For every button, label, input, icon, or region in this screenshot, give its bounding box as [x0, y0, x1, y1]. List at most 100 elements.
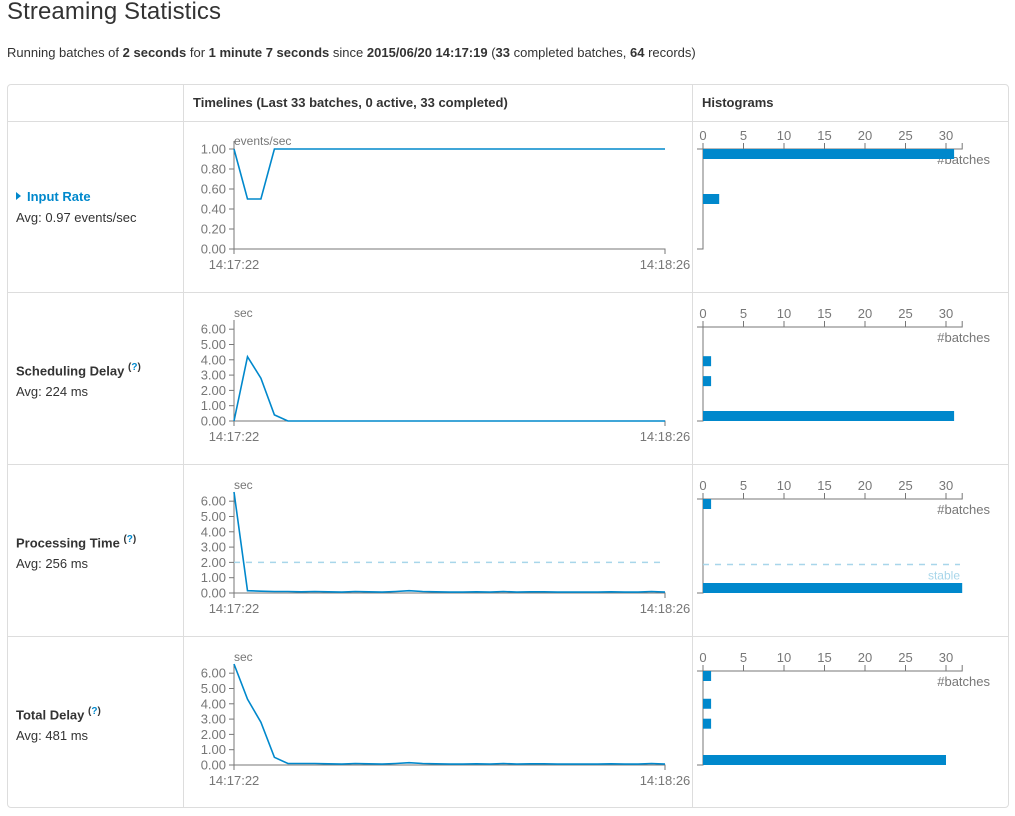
header-timelines: Timelines (Last 33 batches, 0 active, 33… [193, 95, 508, 110]
help-paren: ( [123, 534, 127, 545]
histogram-bar [703, 194, 720, 204]
row-divider [8, 121, 1008, 122]
histogram-bar [703, 149, 955, 159]
y-axis-unit-label: sec [234, 650, 253, 664]
y-tick-label: 6.00 [201, 322, 226, 337]
total-delay-timeline-chart: 0.001.002.003.004.005.006.00 sec 14:17:22 1… [201, 650, 691, 788]
row-input-rate: Input Rate Avg: 0.97 events/sec [16, 188, 136, 227]
help-paren: ) [97, 706, 101, 717]
y-tick-label: 0.00 [201, 758, 226, 773]
input-rate-toggle[interactable]: Input Rate [16, 188, 136, 206]
histogram-bar [703, 698, 712, 709]
histogram-x-axis [697, 143, 963, 150]
y-tick-label: 5.00 [201, 509, 226, 524]
histogram-bar [703, 583, 963, 593]
summary-records: records) [644, 45, 696, 60]
y-tick-label: 4.00 [201, 352, 226, 367]
y-axis-unit-label: sec [234, 478, 253, 492]
start-time: 2015/06/20 14:17:19 [366, 45, 488, 60]
histogram-bar [703, 376, 712, 387]
histogram-x-tick-label: 15 [817, 650, 831, 665]
histogram-x-tick-label: 25 [898, 306, 912, 321]
histogram-x-axis-label: #batches [937, 502, 990, 517]
histogram-x-tick-label: 10 [777, 650, 791, 665]
y-tick-label: 6.00 [201, 666, 226, 681]
y-tick-label: 5.00 [201, 681, 226, 696]
x-tick-label-start: 14:17:22 [209, 773, 260, 788]
timeline-axis [233, 492, 666, 598]
x-tick-label-start: 14:17:22 [209, 601, 260, 616]
help-tooltip-icon[interactable]: (?) [128, 362, 141, 373]
histogram-x-axis [697, 665, 963, 672]
help-question-mark: ? [126, 534, 133, 545]
y-tick-label: 0.20 [201, 222, 226, 237]
input-rate-label: Input Rate [27, 189, 91, 204]
statistics-table: Timelines (Last 33 batches, 0 active, 33… [7, 84, 1009, 808]
y-tick-label: 0.80 [201, 162, 226, 177]
completed-batches-count: 33 [495, 45, 511, 60]
total-delay-series-line [233, 663, 666, 765]
row-divider [8, 292, 1008, 293]
y-tick-label: 1.00 [201, 742, 226, 757]
help-paren: ( [88, 706, 92, 717]
y-axis-unit-label: sec [234, 306, 253, 320]
histogram-x-tick-label: 5 [740, 306, 747, 321]
y-tick-label: 3.00 [201, 368, 226, 383]
histogram-x-tick-label: 15 [817, 478, 831, 493]
histogram-x-axis [697, 321, 963, 328]
histogram-x-tick-label: 5 [740, 478, 747, 493]
histogram-bar [703, 671, 712, 681]
summary-paren: ( [487, 45, 496, 60]
summary-since: since [329, 45, 367, 60]
histogram-bar [703, 755, 946, 765]
histogram-x-axis-label: #batches [937, 330, 990, 345]
histogram-x-tick-label: 30 [939, 128, 953, 143]
summary-text: Running batches of 2 seconds for 1 minut… [7, 45, 696, 60]
histogram-x-tick-label: 0 [699, 128, 706, 143]
y-tick-label: 2.00 [201, 727, 226, 742]
y-tick-label: 0.60 [201, 182, 226, 197]
help-tooltip-icon[interactable]: (?) [123, 534, 136, 545]
y-tick-label: 0.00 [201, 242, 226, 257]
timeline-axis [233, 141, 666, 254]
summary-completed: completed batches, [510, 45, 630, 60]
histogram-x-tick-label: 30 [939, 306, 953, 321]
help-tooltip-icon[interactable]: (?) [88, 706, 101, 717]
x-tick-label-end: 14:18:26 [640, 601, 691, 616]
y-tick-label: 2.00 [201, 383, 226, 398]
row-processing-time: Processing Time (?) Avg: 256 ms [16, 531, 136, 573]
y-tick-label: 3.00 [201, 540, 226, 555]
stable-label: stable [928, 569, 960, 583]
total-delay-histogram-chart: 0 5 10 15 20 25 30 #batches [697, 650, 990, 766]
help-paren: ) [137, 362, 141, 373]
histogram-x-tick-label: 20 [858, 650, 872, 665]
histogram-bar [703, 411, 955, 421]
help-question-mark: ? [131, 362, 138, 373]
histogram-x-axis [697, 493, 963, 500]
histogram-x-tick-label: 25 [898, 128, 912, 143]
row-divider [8, 636, 1008, 637]
histogram-bar [703, 356, 712, 367]
histogram-x-tick-label: 25 [898, 478, 912, 493]
x-tick-label-end: 14:18:26 [640, 429, 691, 444]
summary-prefix: Running batches of [7, 45, 123, 60]
scheduling-delay-histogram-chart: 0 5 10 15 20 25 30 #batches [697, 306, 990, 422]
histogram-x-tick-label: 15 [817, 128, 831, 143]
column-divider [183, 85, 184, 807]
histogram-y-axis [697, 327, 704, 422]
help-paren: ( [128, 362, 132, 373]
histogram-x-axis-label: #batches [937, 674, 990, 689]
histogram-y-axis [697, 149, 704, 250]
input-rate-series-line [233, 148, 665, 200]
input-rate-timeline-chart: 0.00 0.20 0.40 0.60 0.80 1.00 events/sec 14:17:… [201, 134, 691, 272]
processing-time-label: Processing Time [16, 535, 120, 551]
x-tick-label-start: 14:17:22 [209, 257, 260, 272]
histogram-x-tick-label: 20 [858, 128, 872, 143]
histogram-x-tick-label: 10 [777, 478, 791, 493]
y-tick-label: 4.00 [201, 524, 226, 539]
input-rate-avg: Avg: 0.97 events/sec [16, 210, 137, 225]
histogram-x-tick-label: 20 [858, 306, 872, 321]
expand-triangle-icon [16, 192, 21, 200]
histogram-y-axis [697, 499, 704, 594]
header-histograms: Histograms [702, 95, 774, 110]
